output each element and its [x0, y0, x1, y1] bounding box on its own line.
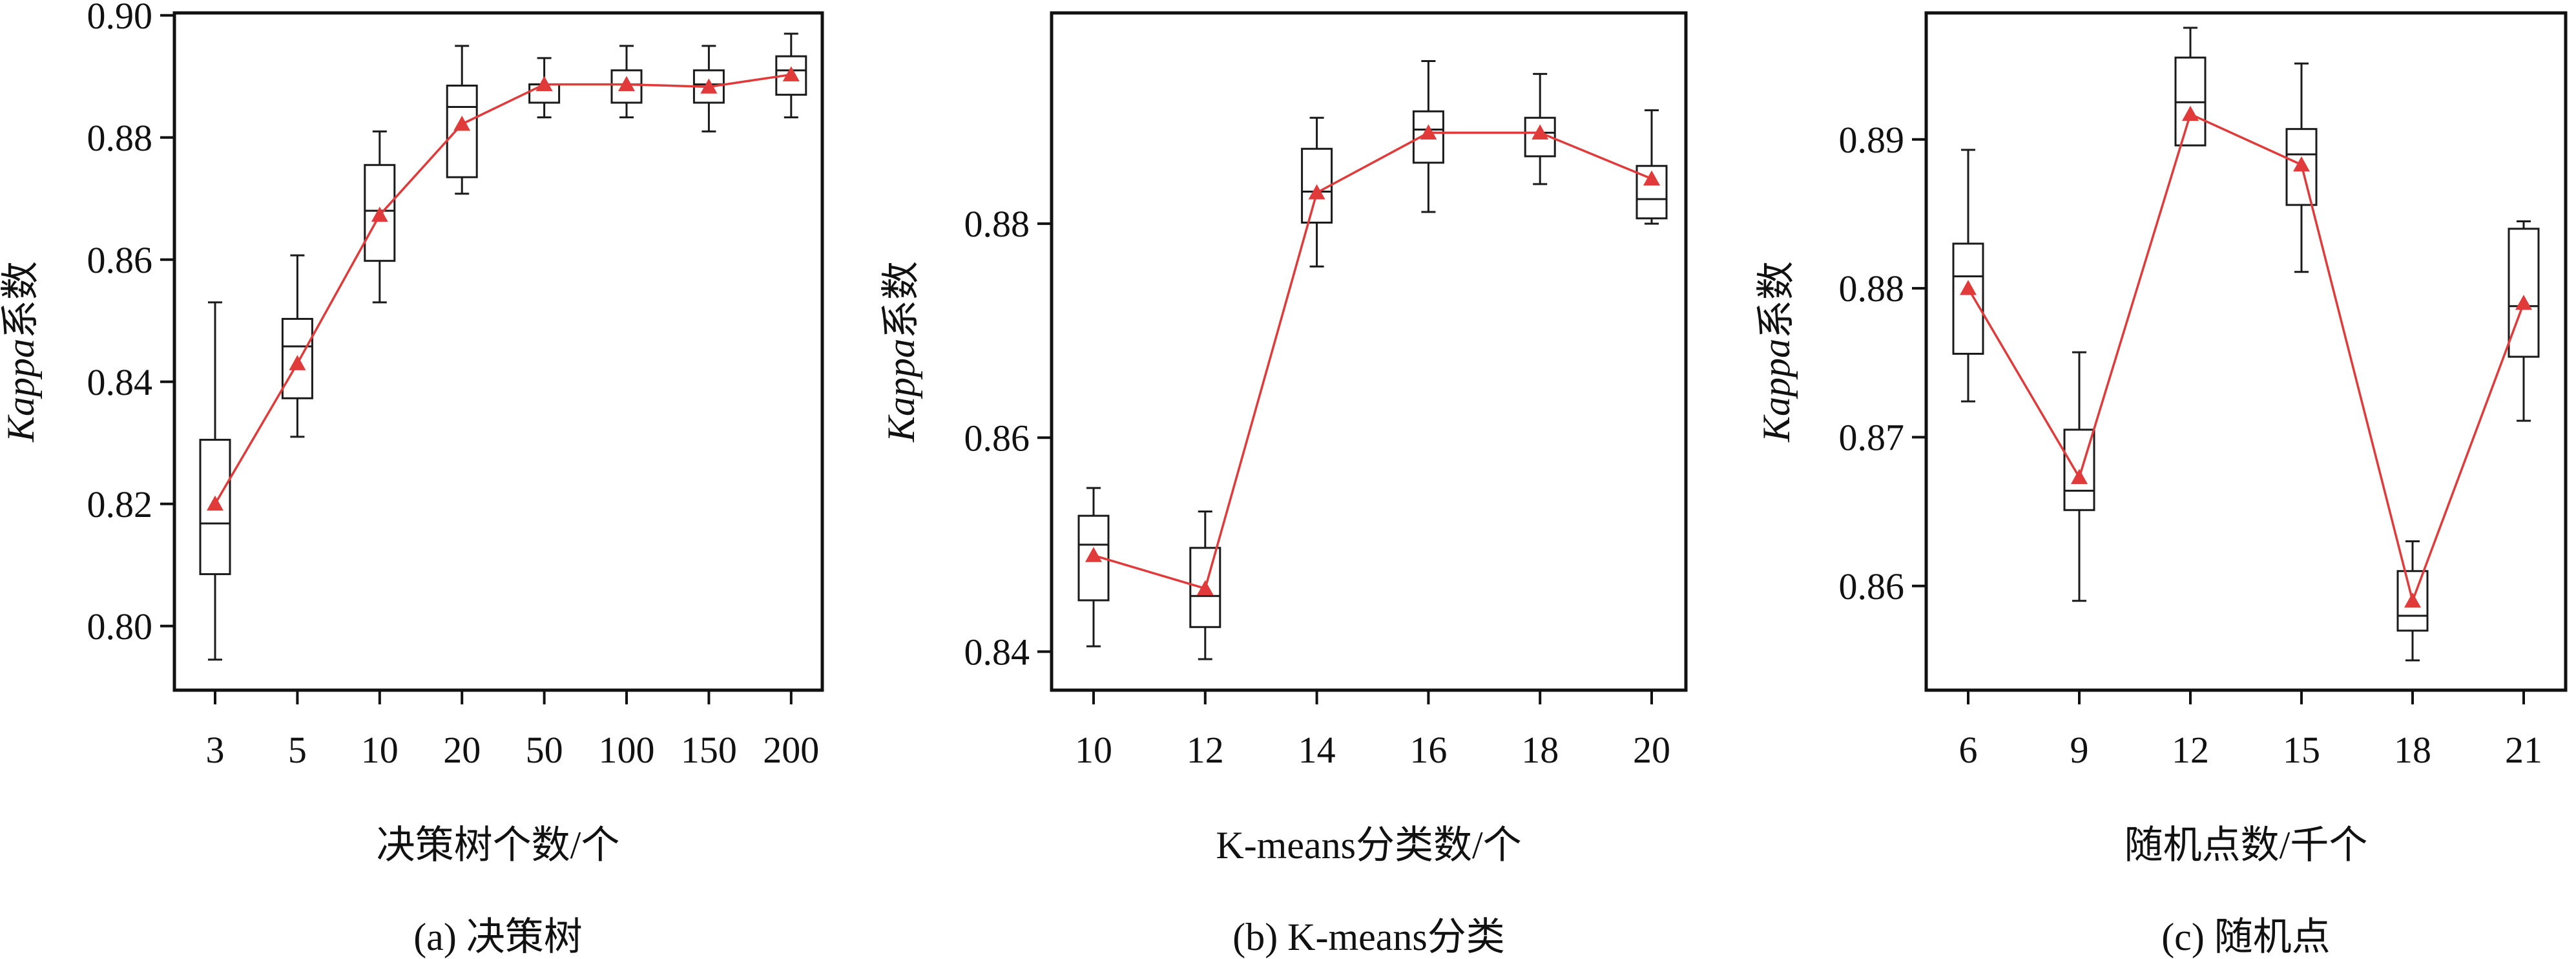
panel-b: 0.84 0.86 0.88 10 12 14 16 18 20 K-means分类数/个 Ka…	[880, 11, 1688, 958]
mean-marker	[2071, 469, 2088, 485]
mean-marker	[207, 495, 223, 511]
box-plot	[446, 45, 478, 195]
panel-a: 0.80 0.82 0.84 0.86 0.88 0.90 3 5 10 20 50 100 150 20…	[0, 0, 824, 958]
x-tick-label: 3	[206, 729, 225, 771]
box-plot	[2508, 220, 2540, 422]
plot-body: 0.80 0.82 0.84 0.86 0.88 0.90 3 5 10 20 50 100 150 20…	[87, 0, 820, 771]
x-tick-label: 15	[2283, 729, 2320, 771]
x-tick-label: 14	[1298, 729, 1336, 771]
panel-caption: (a) 决策树	[413, 916, 583, 958]
box-iqr	[1189, 547, 1221, 628]
y-tick-label: 0.88	[1839, 268, 1905, 310]
y-tick-label: 0.88	[964, 203, 1030, 245]
mean-line	[1093, 131, 1652, 590]
x-axis-title: 决策树个数/个	[377, 824, 620, 867]
mean-marker	[1643, 170, 1660, 186]
y-axis-title: Kappa系数	[880, 261, 922, 443]
box-plot	[2174, 26, 2207, 147]
mean-marker	[1085, 547, 1102, 562]
x-tick-label: 16	[1409, 729, 1447, 771]
y-axis-title-suffix: 系数	[0, 261, 42, 339]
y-axis-title-suffix: 系数	[1755, 261, 1798, 339]
mean-marker	[1196, 580, 1214, 596]
plot-body: 0.86 0.87 0.88 0.89 6 9 12 15 18 21	[1839, 26, 2542, 771]
x-tick-label: 100	[599, 729, 655, 771]
panel-c: 0.86 0.87 0.88 0.89 6 9 12 15 18 21 随机点数/千个 Kappa…	[1755, 11, 2568, 958]
x-tick-label: 200	[763, 729, 819, 771]
mean-marker	[700, 78, 718, 94]
x-axis-title: 随机点数/千个	[2124, 824, 2368, 867]
x-tick-label: 18	[1521, 729, 1559, 771]
mean-marker	[2404, 592, 2421, 608]
y-tick-label: 0.80	[87, 606, 153, 648]
mean-marker	[289, 355, 306, 370]
mean-marker	[2182, 105, 2199, 121]
mean-marker	[1960, 280, 1977, 295]
y-axis-title: Kappa系数	[1755, 261, 1798, 443]
mean-marker	[1532, 124, 1549, 140]
y-axis-title-kappa: Kappa	[880, 339, 922, 443]
y-tick-label: 0.86	[964, 417, 1030, 459]
plot-frame	[172, 11, 824, 692]
y-tick-label: 0.89	[1839, 119, 1905, 161]
box-iqr	[1952, 242, 1984, 355]
y-tick-label: 0.87	[1839, 416, 1905, 458]
y-tick-label: 0.86	[1839, 565, 1905, 607]
plot-body: 0.84 0.86 0.88 10 12 14 16 18 20	[964, 60, 1670, 771]
panel-caption: (b) K-means分类	[1232, 916, 1505, 958]
x-tick-label: 6	[1959, 729, 1978, 771]
mean-marker	[1308, 184, 1325, 200]
box-iqr	[446, 84, 478, 178]
y-axis-title-kappa: Kappa	[1755, 339, 1798, 443]
mean-marker	[618, 76, 635, 91]
x-tick-label: 50	[526, 729, 563, 771]
panel-caption: (c) 随机点	[2161, 916, 2331, 958]
box-plot	[1952, 149, 1984, 403]
x-tick-label: 21	[2505, 729, 2542, 771]
y-axis-title: Kappa系数	[0, 261, 42, 443]
y-tick-label: 0.86	[87, 239, 153, 281]
y-tick-label: 0.88	[87, 117, 153, 159]
y-axis-title-suffix: 系数	[880, 261, 922, 339]
x-tick-label: 20	[1633, 729, 1670, 771]
mean-line	[1967, 112, 2525, 605]
plot-frame	[1924, 11, 2568, 692]
y-tick-label: 0.82	[87, 483, 153, 525]
x-tick-label: 20	[443, 729, 481, 771]
x-tick-label: 12	[2172, 729, 2209, 771]
box-iqr	[2508, 227, 2540, 358]
box-plot	[199, 301, 231, 661]
y-tick-label: 0.84	[87, 361, 153, 403]
plot-frame	[1050, 11, 1688, 692]
mean-marker	[371, 206, 388, 222]
x-tick-label: 10	[1075, 729, 1112, 771]
mean-marker	[453, 115, 471, 131]
mean-marker	[2515, 295, 2532, 310]
x-tick-label: 10	[361, 729, 399, 771]
mean-line	[214, 73, 792, 505]
y-axis-title-kappa: Kappa	[0, 339, 42, 443]
x-axis-title: K-means分类数/个	[1216, 824, 1521, 867]
x-tick-label: 12	[1187, 729, 1224, 771]
box-plot	[1189, 511, 1221, 660]
box-plot	[1077, 487, 1110, 648]
x-tick-label: 9	[2070, 729, 2089, 771]
y-tick-label: 0.84	[964, 631, 1030, 673]
mean-marker	[535, 76, 553, 91]
mean-marker	[2293, 156, 2310, 172]
mean-marker	[782, 66, 800, 81]
x-tick-label: 5	[288, 729, 307, 771]
x-tick-label: 18	[2394, 729, 2431, 771]
mean-marker	[1420, 124, 1437, 140]
box-plot	[1636, 109, 1668, 225]
y-tick-label: 0.90	[87, 0, 153, 37]
x-tick-label: 150	[681, 729, 737, 771]
